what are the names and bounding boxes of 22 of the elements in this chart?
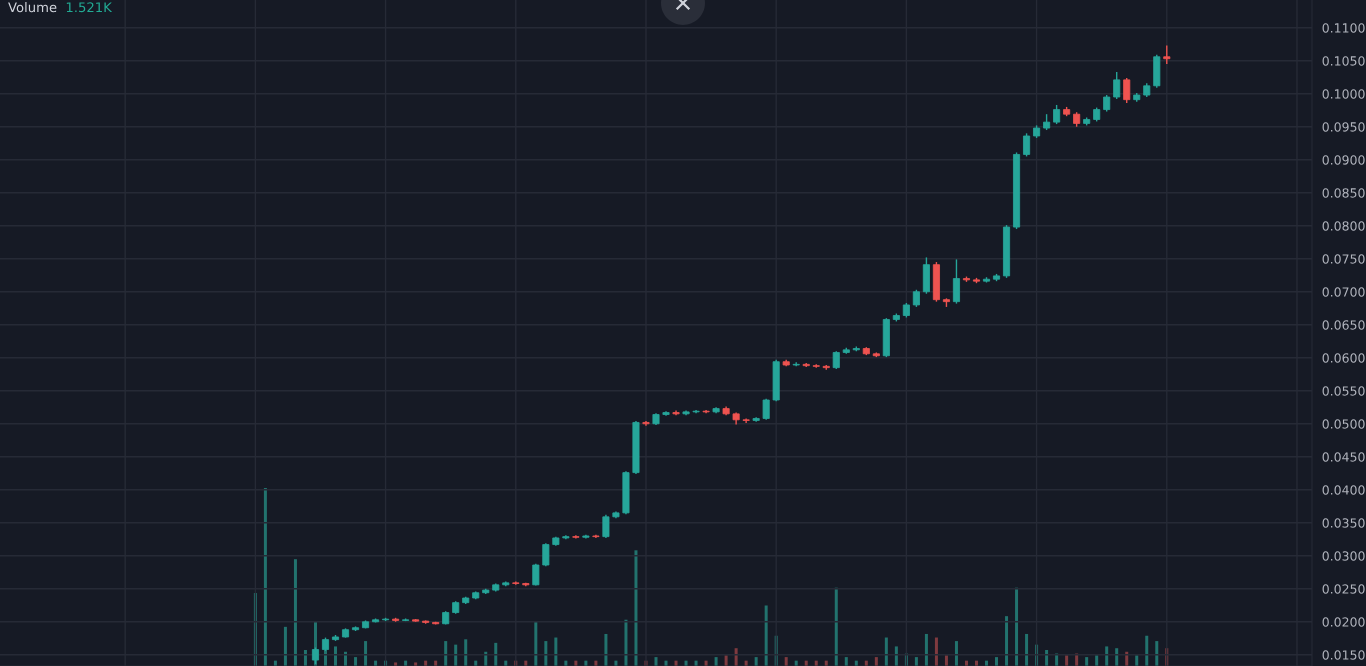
y-tick-label: 0.0500 (1322, 419, 1365, 429)
y-tick-label: 0.0650 (1322, 320, 1365, 330)
y-tick-label: 0.0550 (1322, 386, 1365, 396)
y-tick-label: 0.0450 (1322, 452, 1365, 462)
y-tick-label: 0.0600 (1322, 353, 1365, 363)
y-tick-label: 0.0750 (1322, 254, 1365, 264)
y-tick-label: 0.1100 (1322, 23, 1365, 33)
y-tick-label: 0.0200 (1322, 617, 1365, 627)
y-tick-label: 0.0150 (1322, 650, 1365, 660)
y-tick-label: 0.0400 (1322, 485, 1365, 495)
y-tick-label: 0.1000 (1322, 89, 1365, 99)
y-tick-label: 0.0350 (1322, 518, 1365, 528)
annotation: 1.521K (66, 2, 113, 13)
y-tick-label: 0.0800 (1322, 221, 1365, 231)
y-tick-label: 0.0850 (1322, 188, 1365, 198)
y-tick-label: 0.0250 (1322, 584, 1365, 594)
chart-title: Volume (8, 2, 57, 13)
y-tick-label: 0.0900 (1322, 155, 1365, 165)
y-tick-label: 0.0950 (1322, 122, 1365, 132)
y-tick-label: 0.1050 (1322, 56, 1365, 66)
y-tick-label: 0.0700 (1322, 287, 1365, 297)
y-tick-label: 0.0300 (1322, 551, 1365, 561)
